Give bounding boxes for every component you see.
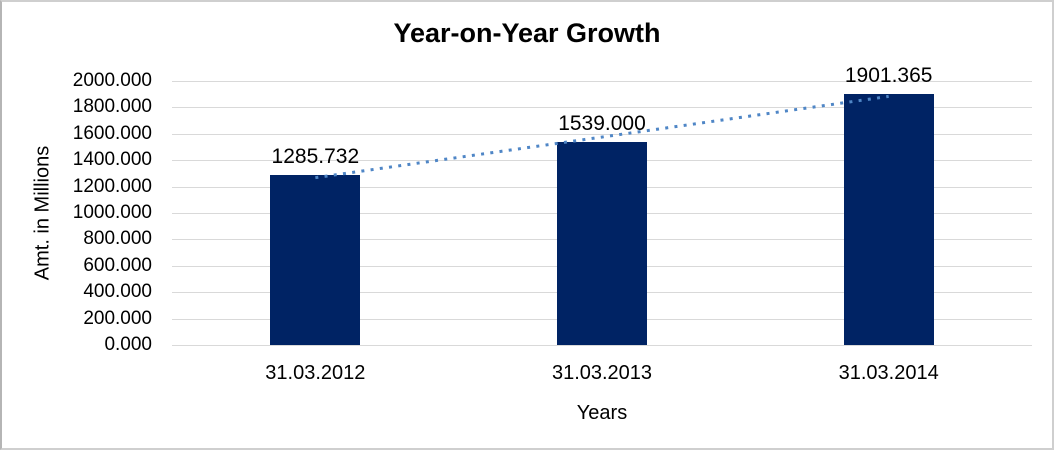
y-tick-label: 1400.000 [72, 149, 152, 171]
x-tick-label: 31.03.2014 [838, 362, 939, 384]
y-axis-tick-labels: 2000.000 1800.000 1600.000 1400.000 1200.000… [2, 70, 152, 355]
bar-value-label: 1285.732 [271, 145, 360, 169]
x-tick-label: 31.03.2013 [551, 362, 653, 384]
y-tick-label: 600.000 [83, 254, 152, 276]
gridline [172, 81, 1032, 82]
x-axis-tick-labels: 31.03.2012 31.03.2013 31.03.2014 [172, 362, 1032, 386]
y-tick-label: 1200.000 [72, 175, 152, 197]
x-axis-line [172, 345, 1032, 346]
x-axis-title: Years [576, 402, 628, 424]
chart-title: Year-on-Year Growth [393, 18, 661, 48]
y-tick-label: 1800.000 [72, 96, 152, 118]
y-tick-label: 0.000 [104, 334, 152, 355]
y-tick-label: 400.000 [83, 281, 152, 303]
y-tick-label: 2000.000 [72, 70, 152, 91]
plot-area: 1285.732 1539.000 1901.365 [172, 64, 1032, 346]
y-tick-label: 1600.000 [72, 122, 152, 144]
bar-value-label: 1539.000 [558, 111, 646, 135]
y-tick-label: 800.000 [83, 228, 152, 250]
bar-31.03.2012 [270, 175, 361, 345]
y-tick-label: 1000.000 [72, 202, 152, 223]
x-tick-label: 31.03.2012 [265, 362, 366, 384]
y-tick-label: 200.000 [83, 307, 152, 329]
bar-31.03.2013 [557, 141, 647, 345]
bar-value-label: 1901.365 [844, 64, 933, 88]
bar-31.03.2014 [843, 94, 934, 345]
